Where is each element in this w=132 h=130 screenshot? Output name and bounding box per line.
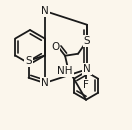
Text: O: O	[51, 42, 59, 52]
Text: S: S	[84, 36, 90, 46]
Text: S: S	[25, 56, 32, 66]
Text: N: N	[41, 78, 49, 88]
Text: NH: NH	[57, 66, 73, 76]
Text: F: F	[83, 80, 89, 90]
Text: N: N	[41, 6, 49, 16]
Text: N: N	[83, 64, 91, 74]
